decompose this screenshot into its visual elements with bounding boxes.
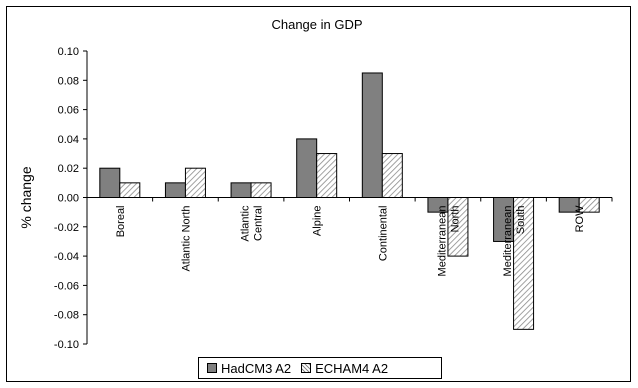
x-category-label: Mediterranean [502, 206, 514, 277]
y-tick-label: 0.02 [58, 163, 79, 175]
y-tick-label: -0.06 [54, 280, 79, 292]
y-tick-label: -0.04 [54, 251, 79, 263]
y-tick-label: 0.04 [58, 134, 79, 146]
x-category-label: Continental [377, 206, 389, 262]
legend-swatch-hadcm3 [207, 363, 217, 373]
legend-label-echam4: ECHAM4 A2 [315, 360, 389, 376]
bar-hadcm3 [99, 167, 121, 198]
bar-echam4 [184, 167, 206, 198]
y-axis-label: % change [18, 166, 34, 228]
bar-echam4 [381, 153, 403, 199]
x-axis-labels: Boreal Atlantic North Atlantic Central Alpin… [115, 205, 586, 277]
x-category-label: Alpine [312, 206, 324, 237]
y-tick-label: 0.06 [58, 105, 79, 117]
x-category-label: Mediterranean [436, 206, 448, 277]
y-tick-label: -0.08 [54, 310, 79, 322]
x-category-label: North [449, 206, 461, 233]
y-tick-label: -0.02 [54, 222, 79, 234]
y-tick-label: -0.10 [54, 339, 79, 351]
y-tick-label: 0.10 [58, 46, 79, 58]
x-category-label: Central [253, 206, 265, 241]
x-category-label: Atlantic North [180, 206, 192, 272]
chart-title: Change in GDP [271, 17, 362, 32]
chart-frame: Change in GDP % change 0.10 0.08 0.06 0.04 0… [6, 6, 631, 382]
bar-hadcm3 [296, 138, 318, 198]
bar-echam4 [316, 153, 338, 199]
legend: HadCM3 A2 ECHAM4 A2 [198, 357, 442, 379]
chart-svg: Change in GDP % change 0.100.080.060.040… [18, 17, 613, 351]
y-tick-label: 0.08 [58, 75, 79, 87]
x-category-label: ROW [574, 205, 586, 233]
legend-label-hadcm3: HadCM3 A2 [221, 360, 292, 376]
bar-hadcm3 [230, 182, 252, 199]
bar-hadcm3 [164, 182, 186, 199]
legend-swatch-echam4 [301, 363, 312, 373]
bar-echam4 [250, 182, 272, 199]
y-tick-label: 0.00 [58, 193, 79, 205]
x-category-label: South [515, 206, 527, 235]
x-category-label: Atlantic [240, 205, 252, 242]
x-category-label: Boreal [115, 206, 127, 238]
bar-hadcm3 [361, 72, 383, 198]
bar-echam4 [119, 182, 141, 199]
axes [86, 51, 613, 344]
y-axis-ticks: 0.10 0.08 0.06 0.04 0.02 0.00 -0.02 -0.04 -0.06 -… [54, 46, 87, 351]
